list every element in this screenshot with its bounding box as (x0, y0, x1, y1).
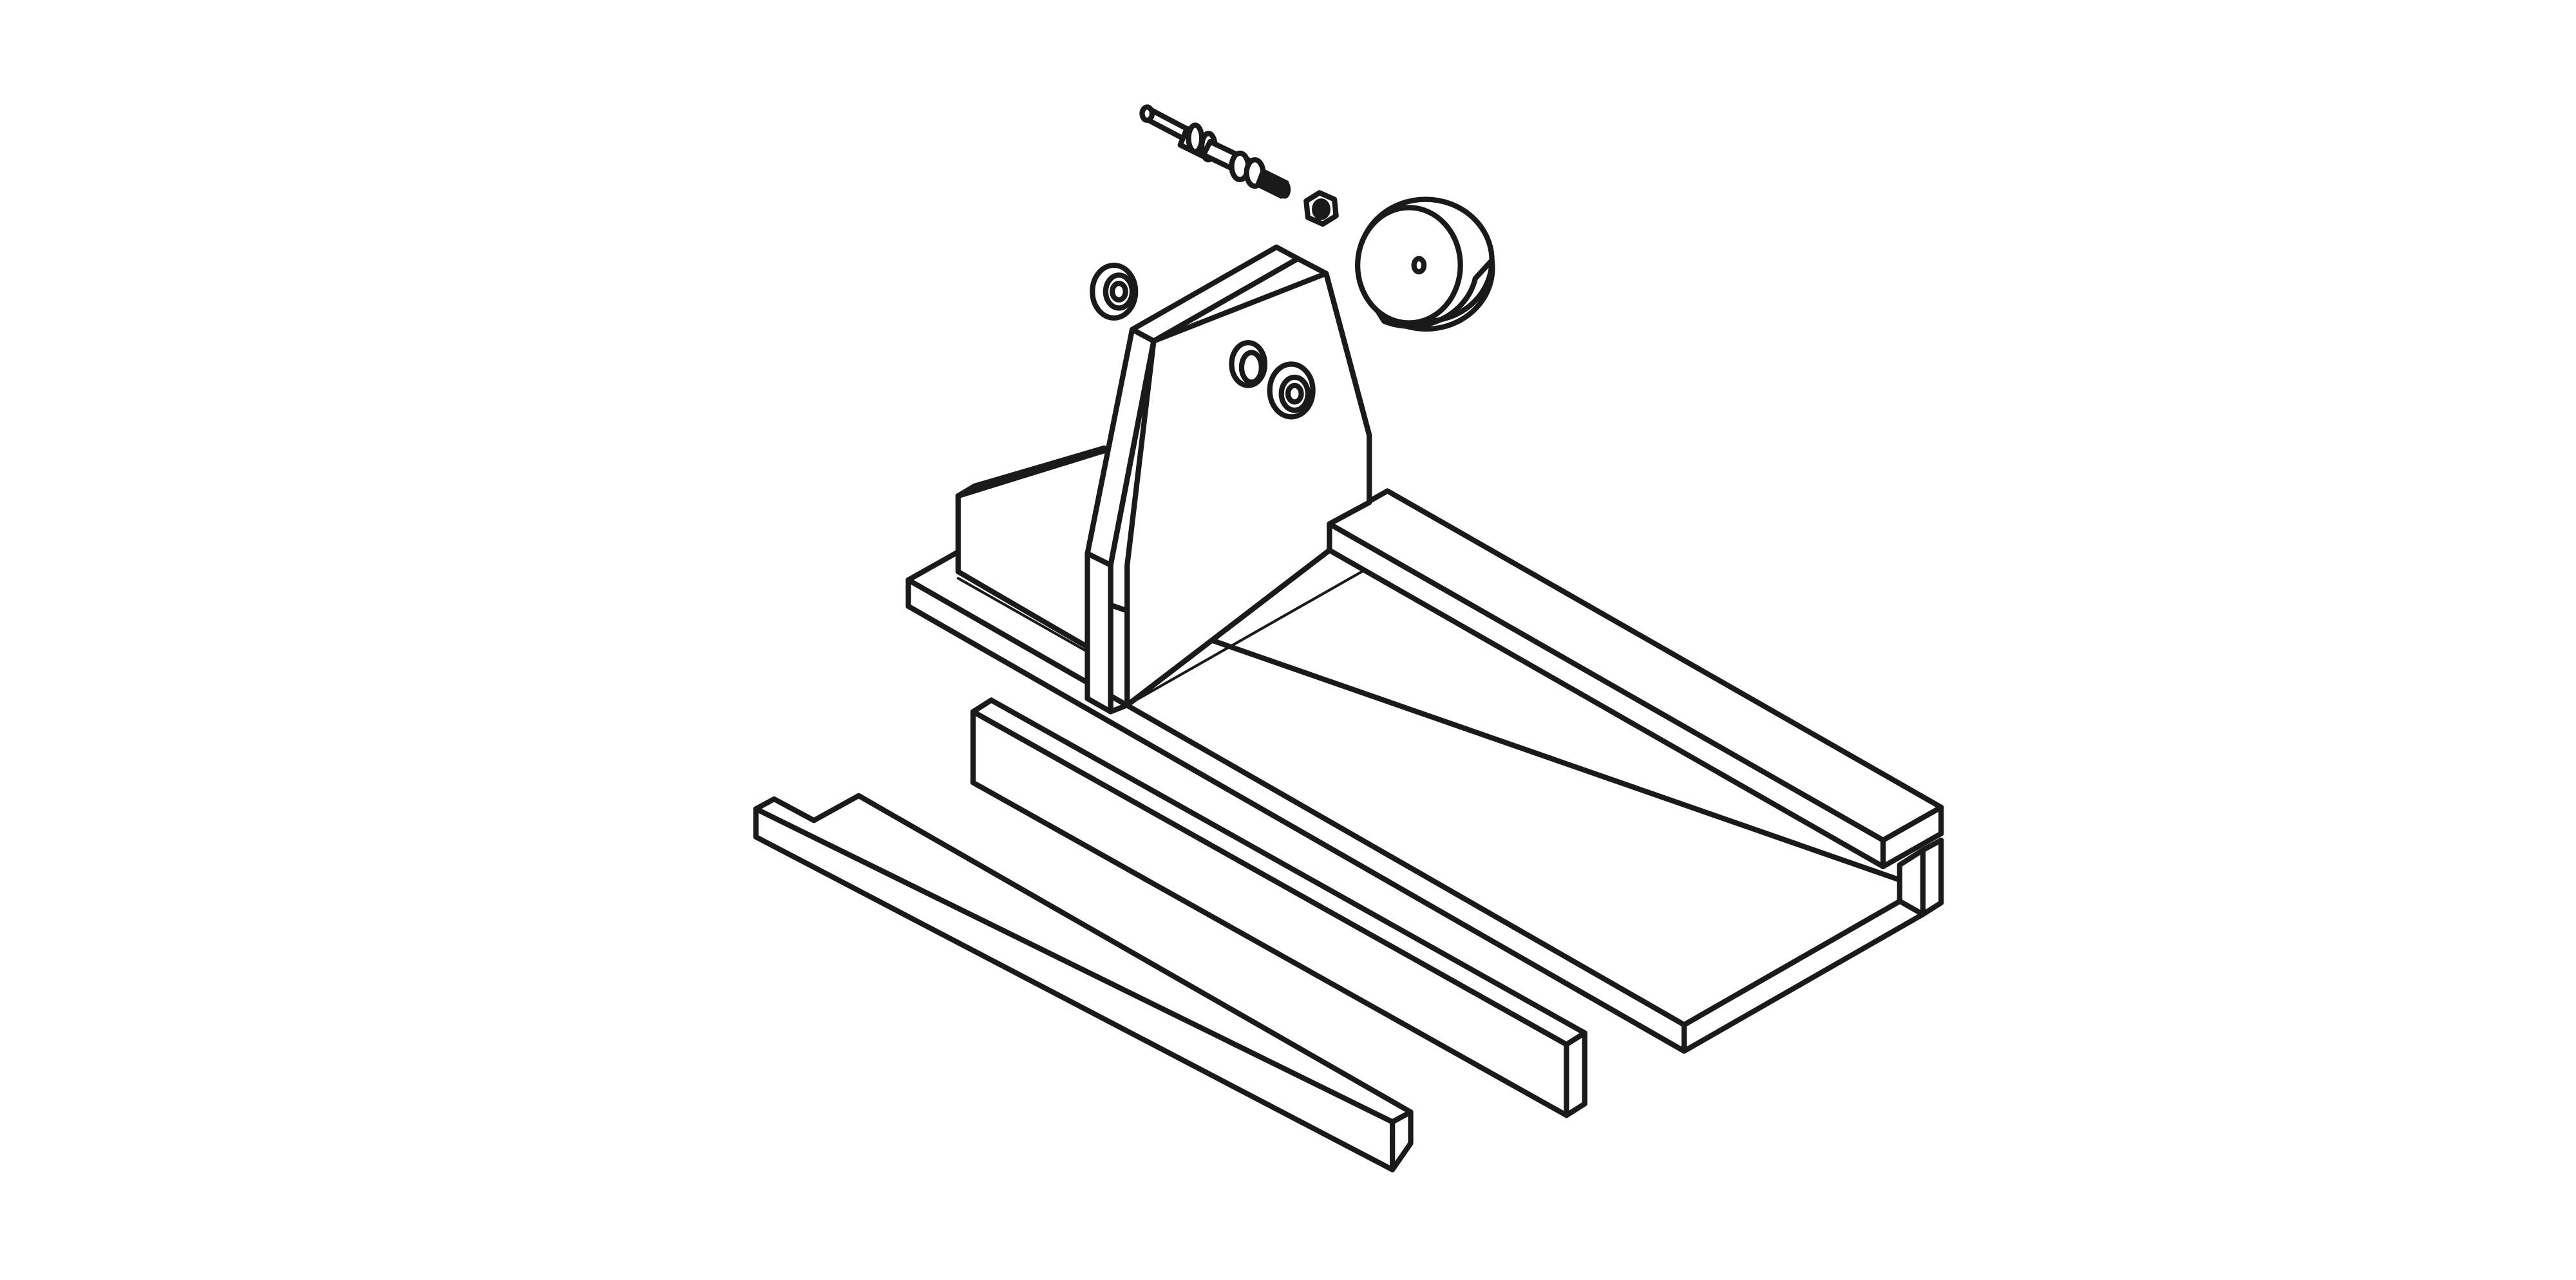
axle-shaft (1139, 104, 1291, 199)
upright-support (1084, 244, 1372, 715)
bearing-left (1090, 262, 1139, 321)
bearing-right (1267, 361, 1316, 420)
front-rail (970, 697, 1587, 1118)
wheel-disc (1354, 196, 1495, 332)
notched-rail (753, 793, 1414, 1172)
hex-nut (1303, 190, 1339, 227)
right-rail (1327, 488, 1944, 918)
